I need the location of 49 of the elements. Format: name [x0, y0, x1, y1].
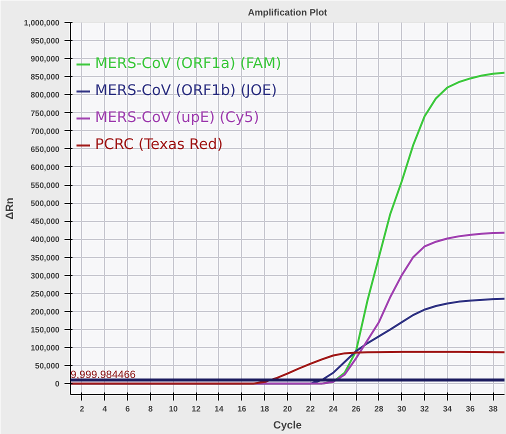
- y-tick-label: 450,000: [30, 217, 60, 226]
- y-tick-label: 100,000: [30, 344, 60, 353]
- y-tick-label: 850,000: [30, 72, 60, 82]
- x-tick-label: 20: [283, 404, 292, 414]
- x-tick-label: 34: [442, 404, 452, 414]
- chart-title: Amplification Plot: [248, 8, 328, 18]
- ref-line-label: 9,999.984466: [70, 369, 136, 382]
- y-tick-label: 50,000: [35, 362, 60, 371]
- x-tick-label: 6: [125, 404, 130, 414]
- x-tick-label: 24: [328, 404, 338, 414]
- x-tick-label: 36: [466, 404, 476, 414]
- y-tick-label: 1,000,000: [24, 18, 60, 28]
- x-tick-label: 18: [260, 404, 270, 414]
- y-tick-label: 400,000: [30, 235, 60, 244]
- x-tick-label: 8: [148, 404, 154, 414]
- legend-label: PCRC (Texas Red): [95, 136, 223, 153]
- x-tick-label: 14: [214, 404, 224, 414]
- x-axis-title: Cycle: [273, 420, 302, 432]
- x-tick-label: 28: [374, 404, 384, 414]
- y-tick-label: 550,000: [30, 181, 60, 190]
- legend-label: MERS-CoV (ORF1b) (JOE): [95, 82, 277, 99]
- x-tick-label: 22: [306, 404, 316, 414]
- y-tick-label: 950,000: [30, 36, 60, 46]
- x-tick-label: 12: [192, 404, 202, 414]
- x-tick-label: 30: [397, 404, 407, 414]
- y-tick-label: 250,000: [30, 289, 60, 298]
- y-tick-label: 650,000: [30, 144, 60, 154]
- y-axis-title: ΔRn: [4, 198, 16, 220]
- y-tick-label: 800,000: [30, 90, 60, 100]
- y-tick-label: 150,000: [30, 325, 60, 334]
- line-series: [70, 350, 504, 385]
- x-tick-label: 26: [352, 404, 362, 414]
- x-tick-label: 32: [420, 404, 430, 414]
- y-tick-label: 750,000: [30, 108, 60, 118]
- y-tick-label: 200,000: [30, 307, 60, 316]
- y-tick-label: 350,000: [30, 253, 60, 262]
- y-tick-label: 900,000: [30, 54, 60, 64]
- x-tick-label: 10: [168, 404, 178, 414]
- y-tick-label: 0: [55, 380, 60, 389]
- y-tick-label: 600,000: [30, 162, 60, 172]
- y-tick-label: 300,000: [30, 271, 60, 280]
- x-tick-label: 4: [102, 404, 108, 414]
- legend-label: MERS-CoV (upE) (Cy5): [95, 109, 260, 126]
- y-tick-label: 500,000: [30, 199, 60, 208]
- legend-label: MERS-CoV (ORF1a) (FAM): [95, 55, 282, 72]
- x-tick-label: 16: [237, 404, 247, 414]
- x-tick-label: 38: [488, 404, 498, 414]
- y-tick-label: 700,000: [30, 126, 60, 136]
- x-tick-label: 2: [80, 404, 85, 414]
